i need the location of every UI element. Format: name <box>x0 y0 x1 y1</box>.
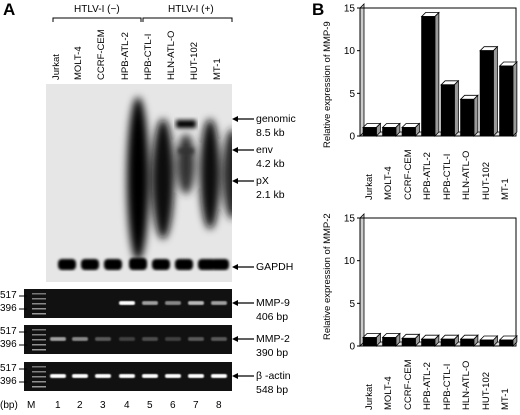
x-label-1-2: CCRF-CEM <box>402 359 414 410</box>
bar-1-4 <box>440 338 455 347</box>
x-label-0-3: HPB-ATL-2 <box>422 152 434 200</box>
bar-0-5 <box>460 98 475 137</box>
gel-arrow-icon-2 <box>232 373 254 379</box>
x-label-1-6: HUT-102 <box>480 371 492 410</box>
x-label-0-2: CCRF-CEM <box>402 149 414 200</box>
northern-label-name-2: pX <box>256 175 269 187</box>
x-label-0-5: HLN-ATL-O <box>461 150 473 200</box>
bar-1-3 <box>421 338 436 347</box>
northern-label-size-1: 4.2 kb <box>256 158 285 170</box>
ytick-label-0-1: 5 <box>349 89 355 100</box>
x-label-0-4: HPB-CTL-I <box>441 153 453 200</box>
lane-number-4: 4 <box>124 400 130 411</box>
gel-2 <box>24 362 232 391</box>
ytick-label-0-0: 0 <box>349 132 355 143</box>
northern-label-size-0: 8.5 kb <box>256 127 285 139</box>
bar-0-0 <box>362 127 377 137</box>
lane-number-5: 5 <box>147 400 153 411</box>
ytick-label-0-3: 15 <box>344 4 356 15</box>
northern-blot-image <box>46 84 241 282</box>
bp-label: (bp) <box>0 400 18 411</box>
lane-number-2: 2 <box>77 400 83 411</box>
northern-label-name-0: genomic <box>256 113 296 125</box>
gel-marker-0-0: 517 <box>0 290 17 301</box>
gel-name-1: MMP-2 <box>256 333 290 345</box>
x-label-1-4: HPB-CTL-I <box>441 363 453 410</box>
gel-arrow-icon-0 <box>232 300 254 306</box>
gel-size-1: 390 bp <box>256 347 289 359</box>
northern-label-size-2: 2.1 kb <box>256 189 285 201</box>
lane-number-3: 3 <box>100 400 106 411</box>
lane-number-1: 1 <box>55 400 61 411</box>
bar-side-0-6 <box>492 45 498 137</box>
ytick-label-1-2: 10 <box>344 256 356 267</box>
x-label-0-0: Jurkat <box>363 174 375 200</box>
gel-name-0: MMP-9 <box>256 297 290 309</box>
lane-number-6: 6 <box>170 400 176 411</box>
x-label-1-3: HPB-ATL-2 <box>422 362 434 410</box>
lane-number-0: M <box>27 400 36 411</box>
gel-marker-2-0: 517 <box>0 363 17 374</box>
group-htlv-positive: HTLV-I (+) <box>168 4 214 15</box>
bar-1-0 <box>362 337 377 347</box>
gapdh-label: GAPDH <box>256 261 294 273</box>
gel-marker-1-1: 396 <box>0 339 17 350</box>
bar-side-0-4 <box>453 79 459 137</box>
x-label-0-6: HUT-102 <box>480 161 492 200</box>
bar-0-1 <box>382 127 397 137</box>
bar-1-1 <box>382 337 397 347</box>
bar-0-7 <box>499 65 514 137</box>
x-label-0-1: MOLT-4 <box>383 166 395 200</box>
bar-0-2 <box>401 127 416 137</box>
gapdh-arrow-icon <box>232 264 254 270</box>
bar-1-6 <box>479 339 494 347</box>
bar-1-7 <box>499 339 514 347</box>
bar-1-5 <box>460 338 475 347</box>
ytick-label-1-0: 0 <box>349 342 355 353</box>
lane-number-7: 7 <box>193 400 199 411</box>
northern-label-name-1: env <box>256 144 273 156</box>
northern-arrow-icon-0 <box>232 116 254 122</box>
gel-size-0: 406 bp <box>256 311 289 323</box>
x-label-1-5: HLN-ATL-O <box>461 360 473 410</box>
bar-0-4 <box>440 84 455 137</box>
group-htlv-negative: HTLV-I (−) <box>74 4 120 15</box>
bar-side-0-3 <box>434 11 440 137</box>
gel-size-2: 548 bp <box>256 384 289 396</box>
panel-b-letter: B <box>312 0 325 19</box>
x-label-1-0: Jurkat <box>363 384 375 410</box>
gel-marker-ticks-0 <box>19 295 27 310</box>
gel-arrow-icon-1 <box>232 336 254 342</box>
chart-side-wall-1 <box>359 213 365 347</box>
x-label-1-7: MT-1 <box>500 388 512 410</box>
bar-1-2 <box>401 337 416 347</box>
panel-a-letter: A <box>3 0 16 19</box>
lane-number-8: 8 <box>216 400 222 411</box>
gel-marker-ticks-2 <box>19 368 27 383</box>
gel-1 <box>24 325 232 354</box>
ytick-label-1-1: 5 <box>349 299 355 310</box>
chart-frame-1 <box>359 217 517 347</box>
gel-marker-ticks-1 <box>19 331 27 346</box>
chart-side-wall-0 <box>359 3 365 137</box>
ytick-label-0-2: 10 <box>344 46 356 57</box>
gel-0 <box>24 289 232 318</box>
northern-arrow-icon-2 <box>232 178 254 184</box>
x-label-1-1: MOLT-4 <box>383 376 395 410</box>
group-brackets <box>52 17 233 22</box>
bar-0-6 <box>479 50 494 137</box>
northern-blot <box>46 84 241 282</box>
gel-marker-1-0: 517 <box>0 326 17 337</box>
gel-marker-0-1: 396 <box>0 303 17 314</box>
bar-side-0-7 <box>512 61 518 137</box>
northern-arrow-icon-1 <box>232 147 254 153</box>
bar-0-3 <box>421 16 436 137</box>
bar-side-0-5 <box>473 94 479 137</box>
gel-marker-2-1: 396 <box>0 376 17 387</box>
gel-name-2: β -actin <box>256 370 291 382</box>
x-label-0-7: MT-1 <box>500 178 512 200</box>
ytick-label-1-3: 15 <box>344 214 356 225</box>
